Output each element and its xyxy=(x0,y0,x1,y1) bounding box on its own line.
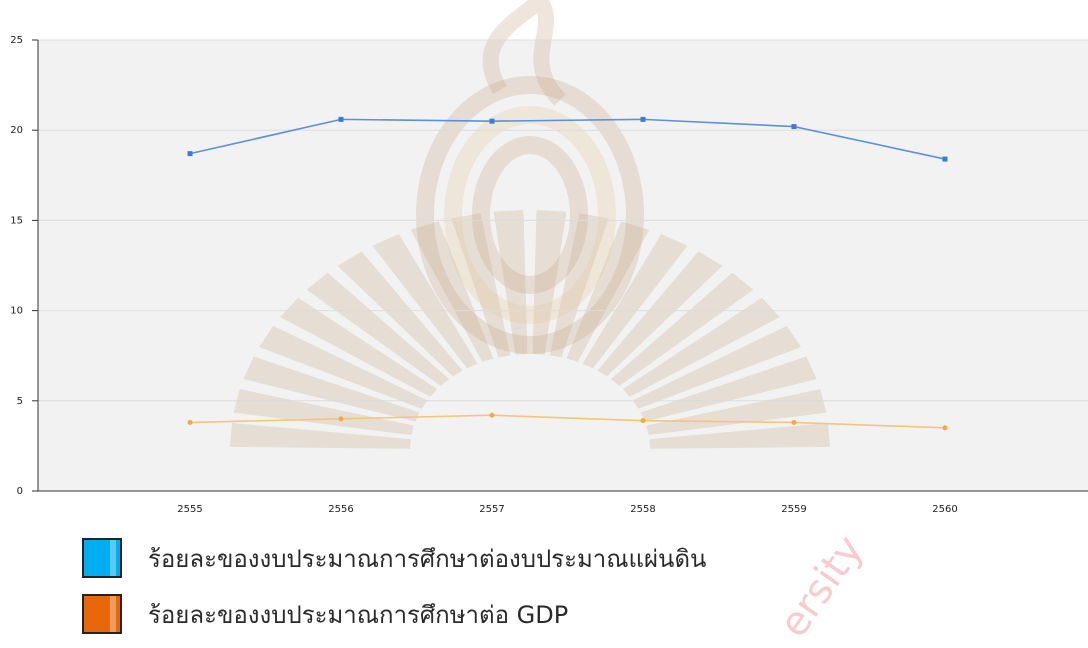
y-tick-label: 20 xyxy=(10,125,23,136)
data-point xyxy=(338,416,344,422)
data-point xyxy=(791,419,797,425)
data-point xyxy=(338,116,344,122)
data-point xyxy=(489,412,495,418)
y-tick-label: 15 xyxy=(10,215,23,226)
x-tick-label: 2559 xyxy=(781,504,806,515)
watermark-ray xyxy=(622,297,780,397)
watermark-ring xyxy=(472,136,588,294)
watermark-ray xyxy=(306,272,450,386)
series-line-0 xyxy=(189,118,946,160)
data-point xyxy=(640,116,646,122)
watermark-ray xyxy=(230,422,411,449)
watermark-ray xyxy=(280,297,438,397)
data-point xyxy=(942,156,948,162)
watermark-ray xyxy=(372,234,478,369)
data-point xyxy=(187,151,193,157)
data-point xyxy=(489,118,495,124)
watermark-ray xyxy=(632,325,801,409)
x-tick-label: 2557 xyxy=(479,504,504,515)
watermark-ray xyxy=(549,213,609,358)
x-tick-label: 2556 xyxy=(328,504,353,515)
watermark-ray xyxy=(259,325,428,409)
watermark-ray xyxy=(243,356,420,422)
watermark-ray xyxy=(493,210,528,355)
plot-area xyxy=(38,40,1088,491)
series-line-1 xyxy=(189,414,946,429)
data-point xyxy=(791,124,797,130)
watermark-ring xyxy=(444,106,616,324)
data-point xyxy=(942,425,948,431)
legend-item-education-budget-national: ร้อยละของงบประมาณการศึกษาต่องบประมาณแผ่น… xyxy=(82,536,706,580)
watermark-ray xyxy=(649,422,830,449)
y-tick-label: 0 xyxy=(17,486,23,497)
watermark-ray xyxy=(566,221,650,362)
legend-item-education-budget-gdp: ร้อยละของงบประมาณการศึกษาต่อ GDP xyxy=(82,592,706,636)
legend-label: ร้อยละของงบประมาณการศึกษาต่อ GDP xyxy=(148,600,569,629)
y-tick-label: 5 xyxy=(17,396,23,407)
x-tick-label: 2560 xyxy=(932,504,957,515)
watermark-ray xyxy=(532,210,567,355)
watermark-ring xyxy=(416,76,644,354)
legend-swatch-orange xyxy=(82,594,122,634)
data-point xyxy=(640,418,646,424)
y-tick-label: 25 xyxy=(10,35,23,46)
x-tick-label: 2558 xyxy=(630,504,655,515)
watermark-ray xyxy=(582,234,688,369)
y-tick-label: 10 xyxy=(10,306,23,317)
watermark-ray xyxy=(337,251,463,377)
x-tick-label: 2555 xyxy=(177,504,202,515)
watermark-ray xyxy=(410,221,494,362)
legend-label: ร้อยละของงบประมาณการศึกษาต่องบประมาณแผ่น… xyxy=(148,544,707,573)
watermark-flame xyxy=(482,0,566,106)
watermark-ray xyxy=(640,356,817,422)
watermark-ray xyxy=(451,213,511,358)
legend: ร้อยละของงบประมาณการศึกษาต่องบประมาณแผ่น… xyxy=(82,536,706,648)
watermark-ray xyxy=(610,272,754,386)
data-point xyxy=(187,419,193,425)
legend-swatch-blue xyxy=(82,538,122,578)
watermark-ray xyxy=(597,251,723,377)
